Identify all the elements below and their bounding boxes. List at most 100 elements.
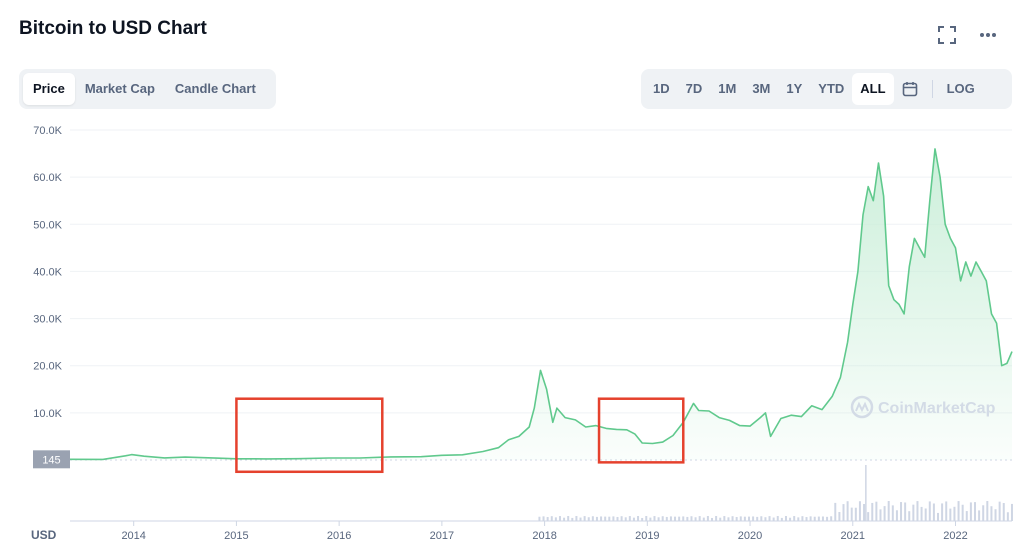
volume-bar (702, 517, 705, 521)
volume-bar (821, 516, 824, 521)
volume-bar (994, 509, 997, 521)
volume-bar (797, 517, 800, 521)
range-1d-button[interactable]: 1D (653, 81, 670, 96)
volume-bar (628, 516, 631, 521)
volume-bar (826, 516, 829, 521)
y-tick-label: 60.0K (33, 172, 62, 184)
volume-bar (908, 511, 911, 521)
volume-bar (600, 516, 603, 521)
volume-bar (735, 516, 738, 521)
range-1y-button[interactable]: 1Y (786, 81, 803, 96)
volume-bar (690, 516, 693, 521)
y-tick-label: 10.0K (33, 408, 62, 420)
volume-bar (637, 516, 640, 521)
volume-bar (772, 517, 775, 521)
expand-icon[interactable] (938, 26, 956, 49)
volume-bar (986, 501, 989, 521)
y-tick-label: 20.0K (33, 361, 62, 373)
volume-bar (657, 517, 660, 521)
volume-bar (928, 501, 931, 521)
volume-bar (953, 506, 956, 521)
y-tick-label: 50.0K (33, 219, 62, 231)
volume-bar (669, 516, 672, 521)
volume-bar (542, 516, 545, 521)
volume-bar (624, 517, 627, 521)
volume-bar (865, 465, 867, 521)
log-scale-button[interactable]: LOG (946, 81, 975, 96)
volume-bar (727, 517, 730, 521)
volume-bar (920, 506, 923, 521)
tab-price[interactable]: Price (23, 73, 75, 105)
volume-bar (550, 516, 553, 521)
volume-bar (776, 516, 779, 521)
volume-bar (752, 516, 755, 521)
volume-bar (863, 504, 866, 521)
volume-bar (965, 511, 968, 521)
range-3m-button[interactable]: 3M (752, 81, 771, 96)
volume-bar (937, 512, 940, 521)
x-tick-label: 2020 (738, 530, 762, 542)
volume-bar (612, 516, 615, 521)
volume-bar (554, 517, 557, 521)
x-tick-label: 2015 (224, 530, 248, 542)
volume-bar (698, 516, 701, 521)
volume-bar (723, 516, 726, 521)
volume-bar (653, 516, 656, 521)
price-area (70, 148, 1012, 460)
volume-bar (945, 501, 948, 521)
volume-bar (941, 503, 944, 521)
volume-bar (780, 517, 783, 521)
page-title: Bitcoin to USD Chart (19, 18, 207, 39)
range-1m-button[interactable]: 1M (718, 81, 737, 96)
volume-bar (875, 501, 878, 521)
highlight-box (597, 397, 685, 464)
volume-bar (973, 502, 976, 521)
price-line (69, 148, 1013, 461)
volume-bar (949, 508, 952, 521)
volume-bar (879, 509, 882, 521)
volume-bar (641, 517, 644, 521)
coinmarketcap-logo (850, 395, 874, 419)
volume-bar (694, 517, 697, 521)
volume-bar (587, 517, 590, 521)
volume-bar (674, 516, 677, 521)
volume-bar (661, 516, 664, 521)
volume-bar (830, 516, 833, 521)
volume-bar (858, 501, 861, 521)
volume-bar (743, 516, 746, 521)
volume-bar (887, 501, 890, 521)
y-tick-label: 30.0K (33, 314, 62, 326)
volume-bar (1010, 503, 1013, 521)
volume-bar (990, 506, 993, 521)
volume-bar (854, 507, 857, 521)
range-all-button[interactable]: ALL (852, 73, 894, 105)
x-tick-label: 2022 (943, 530, 967, 542)
volume-bar (817, 516, 820, 521)
range-ytd-button[interactable]: YTD (818, 81, 845, 96)
volume-bar (838, 512, 841, 521)
chart-type-tabs: Price Market Cap Candle Chart (19, 69, 276, 109)
volume-bar (916, 501, 919, 521)
tab-candle-chart[interactable]: Candle Chart (174, 81, 256, 96)
volume-bar (620, 516, 623, 521)
tab-market-cap[interactable]: Market Cap (84, 81, 155, 96)
volume-bar (793, 516, 796, 521)
x-tick-label: 2021 (841, 530, 865, 542)
time-range-selector: 1D 7D 1M 3M 1Y YTD ALL LOG (641, 69, 1012, 109)
volume-bar (678, 516, 681, 521)
volume-bar (591, 516, 594, 521)
volume-bar (649, 517, 652, 521)
range-7d-button[interactable]: 7D (685, 81, 703, 96)
price-chart: 70.0K 60.0K 50.0K 40.0K 30.0K 20.0K 10.0K 145 US… (31, 125, 1013, 542)
volume-bar (558, 516, 561, 521)
more-icon[interactable] (978, 26, 998, 49)
x-tick-label: 2018 (532, 530, 556, 542)
volume-bar (932, 503, 935, 521)
volume-bar (891, 505, 894, 521)
volume-bar (604, 516, 607, 521)
volume-bar (768, 516, 771, 521)
volume-bar (846, 501, 849, 521)
calendar-icon[interactable] (894, 73, 926, 105)
volume-bar (686, 516, 689, 521)
volume-bar (719, 517, 722, 521)
